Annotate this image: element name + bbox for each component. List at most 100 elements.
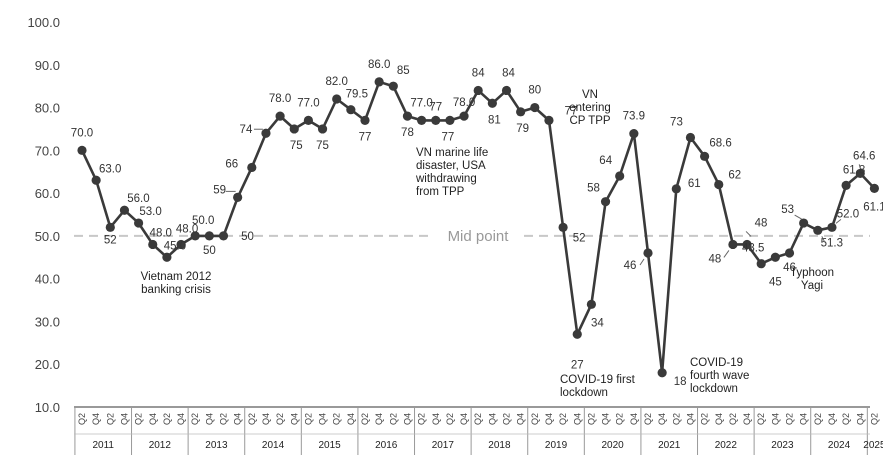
data-point <box>105 222 115 232</box>
data-label: 59 <box>213 184 226 196</box>
data-label: 77.0 <box>297 97 319 109</box>
annotation-marine: from TPP <box>416 186 465 198</box>
x-quarter-label: Q2 <box>643 413 653 425</box>
data-label: 79.5 <box>346 89 368 101</box>
y-tick-label: 60.0 <box>35 186 60 201</box>
x-quarter-label: Q4 <box>572 413 582 425</box>
x-quarter-label: Q2 <box>332 413 342 425</box>
leader-line <box>794 214 802 220</box>
data-point <box>700 151 710 161</box>
x-quarter-label: Q2 <box>869 413 879 425</box>
data-label: 43.5 <box>742 243 764 255</box>
data-point <box>827 222 837 232</box>
x-quarter-label: Q2 <box>785 413 795 425</box>
x-year-label: 2017 <box>432 440 455 451</box>
y-tick-label: 100.0 <box>27 15 60 30</box>
data-point <box>784 248 795 258</box>
mid-point-label-bg <box>434 225 522 244</box>
annotation-covid4: COVID-19 <box>690 357 743 369</box>
data-label: 61 <box>688 178 701 190</box>
data-point <box>134 218 144 228</box>
annotation-cptpp: CP TPP <box>569 115 610 127</box>
x-quarter-label: Q4 <box>855 413 865 425</box>
x-quarter-label: Q2 <box>473 413 483 425</box>
x-quarter-label: Q2 <box>445 413 455 425</box>
x-quarter-label: Q2 <box>586 413 596 425</box>
x-quarter-label: Q4 <box>119 413 129 425</box>
x-quarter-label: Q2 <box>162 413 172 425</box>
x-quarter-label: Q2 <box>700 413 710 425</box>
data-point <box>629 129 639 139</box>
x-quarter-label: Q4 <box>601 413 611 425</box>
annotation-banking: banking crisis <box>141 284 211 296</box>
mid-point-reference: Mid point <box>74 225 870 245</box>
x-year-label: 2023 <box>771 440 794 451</box>
leader-line <box>858 164 861 169</box>
data-point <box>685 132 696 143</box>
data-point <box>360 115 370 125</box>
data-label: 46 <box>624 260 637 272</box>
data-point <box>233 192 243 202</box>
data-point <box>218 231 229 241</box>
data-point <box>275 111 285 121</box>
x-year-label: 2015 <box>319 440 342 451</box>
x-quarter-label: Q4 <box>91 413 101 425</box>
x-year-label: 2012 <box>149 440 172 451</box>
data-label: 53 <box>781 204 794 216</box>
annotation-marine: VN marine life <box>416 147 488 159</box>
data-label: 48 <box>709 253 722 265</box>
x-quarter-label: Q2 <box>219 413 229 425</box>
data-label: 80 <box>528 85 541 97</box>
x-quarter-label: Q2 <box>728 413 738 425</box>
data-point <box>657 368 667 378</box>
data-label: 85 <box>397 65 410 77</box>
x-year-label: 2024 <box>828 440 851 451</box>
y-tick-label: 80.0 <box>35 101 60 116</box>
data-label: 74 <box>240 124 253 136</box>
data-point <box>417 115 427 125</box>
data-point <box>671 184 681 194</box>
data-point <box>176 239 186 250</box>
data-label: 77 <box>442 131 455 143</box>
x-quarter-label: Q4 <box>374 413 384 425</box>
data-label: 62 <box>728 170 741 182</box>
data-point <box>756 259 766 269</box>
x-year-label: 2025 <box>863 440 883 451</box>
x-quarter-label: Q2 <box>360 413 370 425</box>
data-label: 53.0 <box>139 206 161 218</box>
annotation-cptpp: entering <box>569 102 611 114</box>
data-point <box>431 115 441 125</box>
x-year-label: 2019 <box>545 440 568 451</box>
data-label: 34 <box>591 317 604 329</box>
x-quarter-label: Q2 <box>558 413 568 425</box>
x-quarter-label: Q2 <box>841 413 851 425</box>
y-tick-label: 90.0 <box>35 58 60 73</box>
leader-line <box>835 218 842 224</box>
data-point <box>770 252 780 262</box>
leader-line <box>821 236 826 243</box>
data-label: 46 <box>783 262 796 274</box>
data-point <box>162 252 172 262</box>
data-point <box>77 145 87 155</box>
x-quarter-label: Q4 <box>402 413 412 425</box>
data-point <box>544 115 554 125</box>
data-point <box>487 98 497 108</box>
data-label: 68.6 <box>709 137 731 149</box>
leader-line <box>723 250 730 258</box>
x-quarter-label: Q4 <box>544 413 554 425</box>
x-quarter-label: Q2 <box>190 413 200 425</box>
data-point <box>855 168 865 179</box>
x-quarter-label: Q4 <box>459 413 469 425</box>
data-point <box>643 248 653 258</box>
data-label: 79 <box>516 123 529 135</box>
data-point <box>261 128 271 138</box>
data-point <box>742 239 752 250</box>
annotation-covid4: fourth wave <box>690 370 749 382</box>
data-label: 63.0 <box>99 163 121 175</box>
y-axis: 10.0 20.0 30.0 40.0 50.0 60.0 70.0 80.0 90.0 100.… <box>27 15 60 415</box>
data-label: 73.9 <box>623 111 645 123</box>
data-point <box>190 231 200 241</box>
annotation-cptpp: VN <box>582 89 598 101</box>
data-label: 52.0 <box>837 208 859 220</box>
data-point <box>119 205 130 215</box>
